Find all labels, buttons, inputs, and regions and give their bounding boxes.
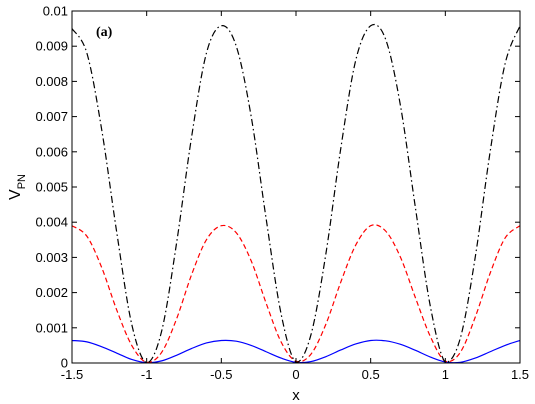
- y-axis-title: VPN: [7, 174, 28, 200]
- y-tick-label: 0.008: [35, 74, 68, 89]
- y-tick-label: 0.006: [35, 144, 68, 159]
- y-tick-label: 0: [61, 356, 68, 371]
- y-axis-title-subscript: PN: [16, 174, 28, 189]
- svg-text:VPN: VPN: [7, 174, 28, 200]
- ticks-layer: -1.5 -1 -0.5 0 0.5 1 1.5 0 0.001 0.002 0.003 0.004 0…: [35, 4, 529, 383]
- x-axis-title: x: [292, 387, 300, 404]
- y-tick-label: 0.007: [35, 109, 68, 124]
- x-tick-label: 0.5: [362, 367, 380, 382]
- y-tick-label: 0.005: [35, 180, 68, 195]
- y-tick-label: 0.009: [35, 39, 68, 54]
- x-tick-label: 1.5: [511, 367, 529, 382]
- y-axis-title-main: V: [7, 189, 24, 200]
- panel-label: (a): [96, 25, 113, 40]
- y-tick-label: 0.002: [35, 285, 68, 300]
- y-tick-label: 0.003: [35, 250, 68, 265]
- y-tick-label: 0.01: [43, 4, 68, 19]
- x-tick-label: -1: [141, 367, 153, 382]
- x-tick-label: -1.5: [61, 367, 83, 382]
- x-tick-label: 0: [292, 367, 299, 382]
- y-tick-label: 0.004: [35, 215, 68, 230]
- x-tick-label: 1: [442, 367, 449, 382]
- x-tick-label: -0.5: [210, 367, 232, 382]
- y-tick-label: 0.001: [35, 320, 68, 335]
